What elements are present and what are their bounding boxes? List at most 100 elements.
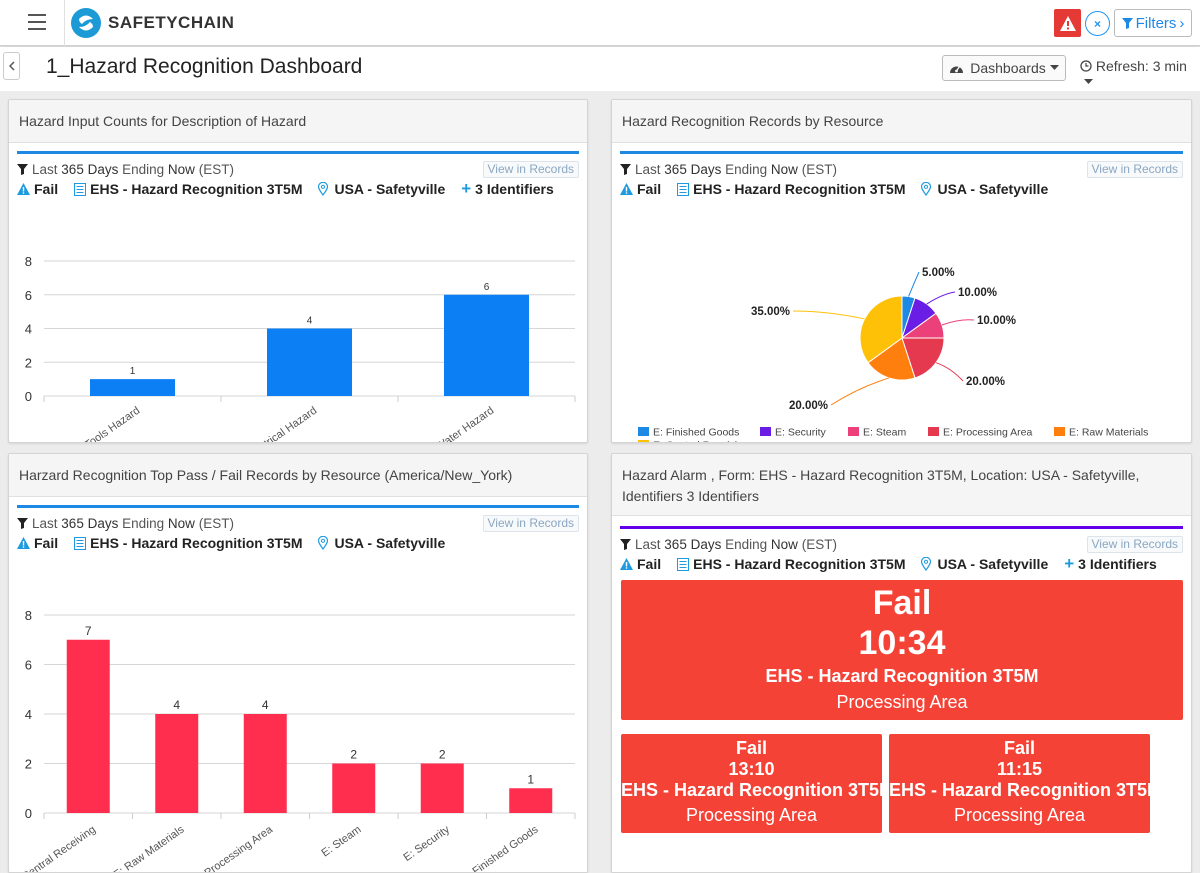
bar-value-label: 1 <box>130 366 136 377</box>
alarm-time: 10:34 <box>858 624 946 662</box>
pie-leader-line <box>792 310 865 320</box>
date-mid: Ending <box>122 515 165 531</box>
bar-value-label: 2 <box>439 748 446 762</box>
bar-value-label: 1 <box>527 772 534 786</box>
close-icon: × <box>1093 16 1101 31</box>
alarm-tile-2[interactable]: Fail 11:15 EHS - Hazard Recognition 3T5M… <box>889 734 1163 833</box>
date-mid: Ending <box>122 161 165 177</box>
filter-icon <box>620 538 631 550</box>
panel-title: Hazard Alarm , Form: EHS - Hazard Recogn… <box>612 454 1191 516</box>
status-filter: Fail <box>17 535 58 551</box>
form-text: EHS - Hazard Recognition 3T5M <box>90 535 303 551</box>
panel-hazard-input-counts: Hazard Input Counts for Description of H… <box>8 99 588 443</box>
status-text: Fail <box>34 535 59 551</box>
pie-slice <box>901 337 945 379</box>
filter-summary: Fail EHS - Hazard Recognition 3T5M USA -… <box>620 554 1183 574</box>
chevron-right-icon: › <box>1179 14 1185 32</box>
alarm-tile-1[interactable]: Fail 13:10 EHS - Hazard Recognition 3T5M… <box>621 734 895 833</box>
x-tick-label: E: Finished Goods <box>459 823 540 873</box>
alarm-tile-main[interactable]: Fail 10:34 EHS - Hazard Recognition 3T5M… <box>621 580 1183 720</box>
legend-label: E: Central Receiving <box>653 440 749 444</box>
date-mid: Ending <box>725 536 768 552</box>
caret-down-icon <box>1049 65 1059 70</box>
legend-swatch <box>928 427 939 436</box>
date-now: Now <box>167 161 195 177</box>
x-tick-label: Tools Hazard <box>83 405 142 443</box>
date-mid: Ending <box>725 161 768 177</box>
chevron-left-icon <box>8 61 15 71</box>
alarm-form: EHS - Hazard Recognition 3T5M <box>889 780 1163 800</box>
filter-summary: Fail EHS - Hazard Recognition 3T5M USA -… <box>17 533 579 553</box>
status-filter: Fail <box>620 556 661 572</box>
pie-slice <box>867 337 916 381</box>
date-days: 365 Days <box>664 161 722 177</box>
legend-label: E: Processing Area <box>943 427 1032 439</box>
pie-percent-label: 20.00% <box>966 376 1005 388</box>
legend-swatch <box>638 440 649 442</box>
x-tick-label: E: Security <box>402 823 453 864</box>
location-text: USA - Safetyville <box>334 535 446 551</box>
date-tz: (EST) <box>198 161 234 177</box>
location-pin-icon <box>921 557 932 571</box>
status-text: Fail <box>637 181 662 197</box>
clear-filters-button[interactable]: × <box>1085 11 1110 36</box>
location-text: USA - Safetyville <box>937 181 1049 197</box>
alarm-time: 13:10 <box>728 759 775 779</box>
pie-leader-line <box>830 377 890 406</box>
x-tick-label: Electrical Hazard <box>244 405 319 443</box>
plus-icon: + <box>461 179 472 198</box>
form-filter: EHS - Hazard Recognition 3T5M <box>74 535 302 551</box>
status-text: Fail <box>637 556 662 572</box>
form-filter: EHS - Hazard Recognition 3T5M <box>677 556 905 572</box>
legend-label: E: Raw Materials <box>1069 427 1148 439</box>
plus-icon: + <box>1064 554 1075 573</box>
view-in-records-button[interactable]: View in Records <box>482 161 579 178</box>
bar-value-label: 6 <box>484 282 490 293</box>
date-prefix: Last <box>32 161 58 177</box>
y-tick-label: 6 <box>25 288 32 303</box>
warning-icon <box>620 558 633 570</box>
legend-swatch <box>638 427 649 436</box>
form-text: EHS - Hazard Recognition 3T5M <box>693 181 906 197</box>
view-in-records-button[interactable]: View in Records <box>1086 161 1183 178</box>
alarm-status: Fail <box>1003 738 1035 758</box>
filters-button[interactable]: Filters › <box>1114 9 1192 37</box>
refresh-dropdown[interactable]: Refresh: 3 min <box>1080 58 1200 90</box>
bar <box>332 763 376 813</box>
date-days: 365 Days <box>664 536 722 552</box>
alarm-form: EHS - Hazard Recognition 3T5M <box>765 666 1039 686</box>
view-in-records-button[interactable]: View in Records <box>1086 536 1183 553</box>
y-tick-label: 2 <box>25 355 32 370</box>
form-text: EHS - Hazard Recognition 3T5M <box>693 556 906 572</box>
location-filter: USA - Safetyville <box>921 181 1048 197</box>
form-icon <box>74 182 87 196</box>
status-filter: Fail <box>620 181 661 197</box>
filters-label: Filters <box>1135 14 1177 32</box>
date-prefix: Last <box>635 161 661 177</box>
refresh-label: Refresh: 3 min <box>1095 58 1187 74</box>
panel-accent-bar <box>620 151 1183 154</box>
alarm-form: EHS - Hazard Recognition 3T5M <box>621 780 895 800</box>
date-prefix: Last <box>635 536 661 552</box>
date-now: Now <box>167 515 195 531</box>
bar <box>444 294 529 396</box>
dashboards-dropdown[interactable]: Dashboards <box>942 55 1066 81</box>
safetychain-logo-icon <box>71 8 101 38</box>
panel-accent-bar <box>17 505 579 508</box>
back-button[interactable] <box>3 52 20 80</box>
identifiers-text: 3 Identifiers <box>475 181 554 197</box>
pie-percent-label: 5.00% <box>922 267 955 279</box>
date-days: 365 Days <box>61 161 119 177</box>
legend-swatch <box>1054 427 1065 436</box>
date-tz: (EST) <box>801 536 837 552</box>
alarm-button[interactable] <box>1054 9 1081 37</box>
alarm-status: Fail <box>872 584 932 622</box>
app-logo[interactable]: SAFETYCHAIN <box>70 7 234 39</box>
view-in-records-button[interactable]: View in Records <box>482 515 579 532</box>
y-tick-label: 4 <box>25 322 32 337</box>
date-prefix: Last <box>32 515 58 531</box>
bar <box>66 639 110 813</box>
location-filter: USA - Safetyville <box>318 181 445 197</box>
location-pin-icon <box>318 536 329 550</box>
menu-icon[interactable] <box>28 14 46 30</box>
